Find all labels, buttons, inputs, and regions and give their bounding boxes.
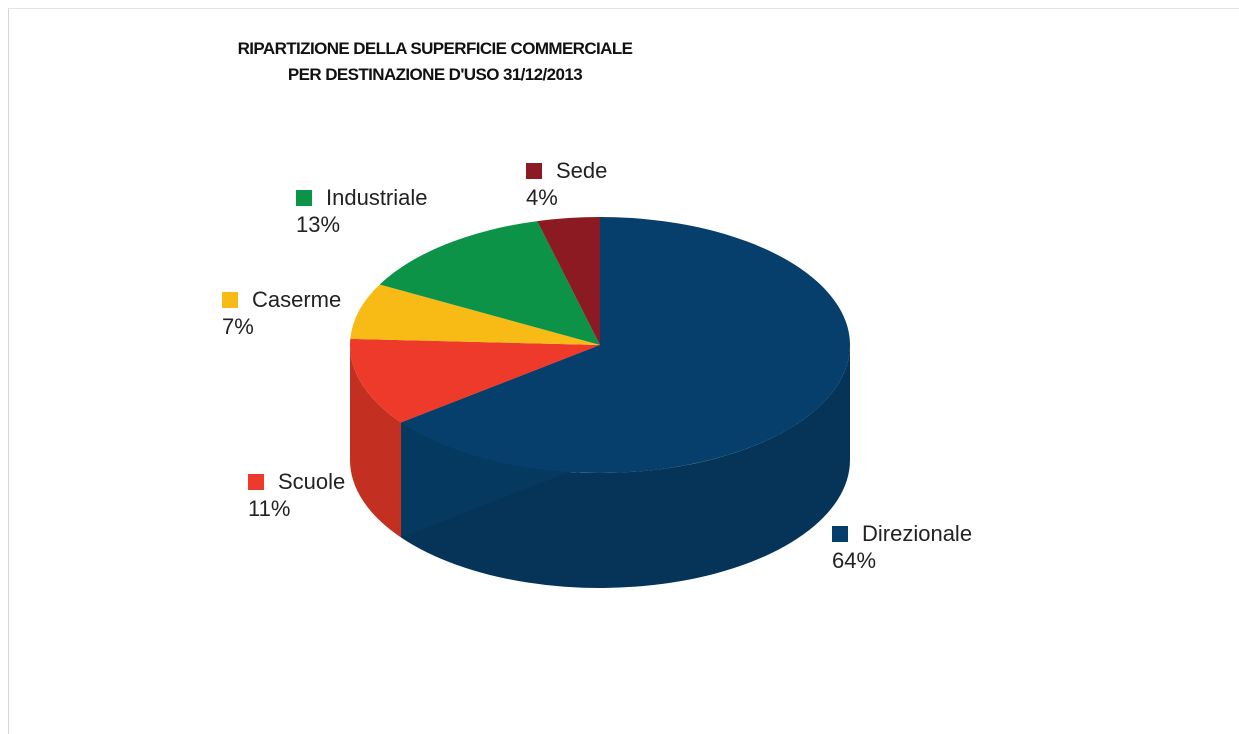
label-caserme-value: 7% <box>222 314 254 339</box>
pie-slice-scuole <box>350 338 600 423</box>
label-scuole-value: 11% <box>248 496 291 521</box>
pie-slice-sede <box>537 217 600 345</box>
pie-side-scuole <box>350 345 402 538</box>
label-caserme: Caserme 7% <box>222 286 341 340</box>
legend-swatch-industriale <box>296 189 312 206</box>
pie-slice-caserme <box>350 284 600 345</box>
label-scuole-name: Scuole <box>278 469 346 494</box>
chart-frame <box>8 8 1239 734</box>
legend-swatch-caserme <box>222 291 238 308</box>
legend-swatch-sede <box>526 162 542 179</box>
pie-slice-industriale <box>379 221 600 345</box>
chart-title-line-1: RIPARTIZIONE DELLA SUPERFICIE COMMERCIAL… <box>237 39 633 58</box>
legend-swatch-direzionale <box>832 525 848 542</box>
chart-title: RIPARTIZIONE DELLA SUPERFICIE COMMERCIAL… <box>140 36 730 88</box>
pie-side-direzionale <box>401 345 850 588</box>
label-sede-name: Sede <box>556 158 608 183</box>
label-sede-value: 4% <box>526 185 558 210</box>
legend-swatch-scuole <box>248 473 264 490</box>
pie-tops <box>350 217 851 474</box>
pie-slice-direzionale <box>401 217 851 474</box>
label-industriale: Industriale 13% <box>296 184 428 238</box>
label-direzionale-value: 64% <box>832 548 877 573</box>
label-caserme-name: Caserme <box>252 287 342 312</box>
label-scuole: Scuole 11% <box>248 468 345 522</box>
label-direzionale-name: Direzionale <box>862 521 973 546</box>
label-industriale-name: Industriale <box>326 185 428 210</box>
label-direzionale: Direzionale 64% <box>832 520 972 574</box>
label-industriale-value: 13% <box>296 212 341 237</box>
label-sede: Sede 4% <box>526 157 607 211</box>
chart-title-line-2: PER DESTINAZIONE D'USO 31/12/2013 <box>287 65 583 84</box>
